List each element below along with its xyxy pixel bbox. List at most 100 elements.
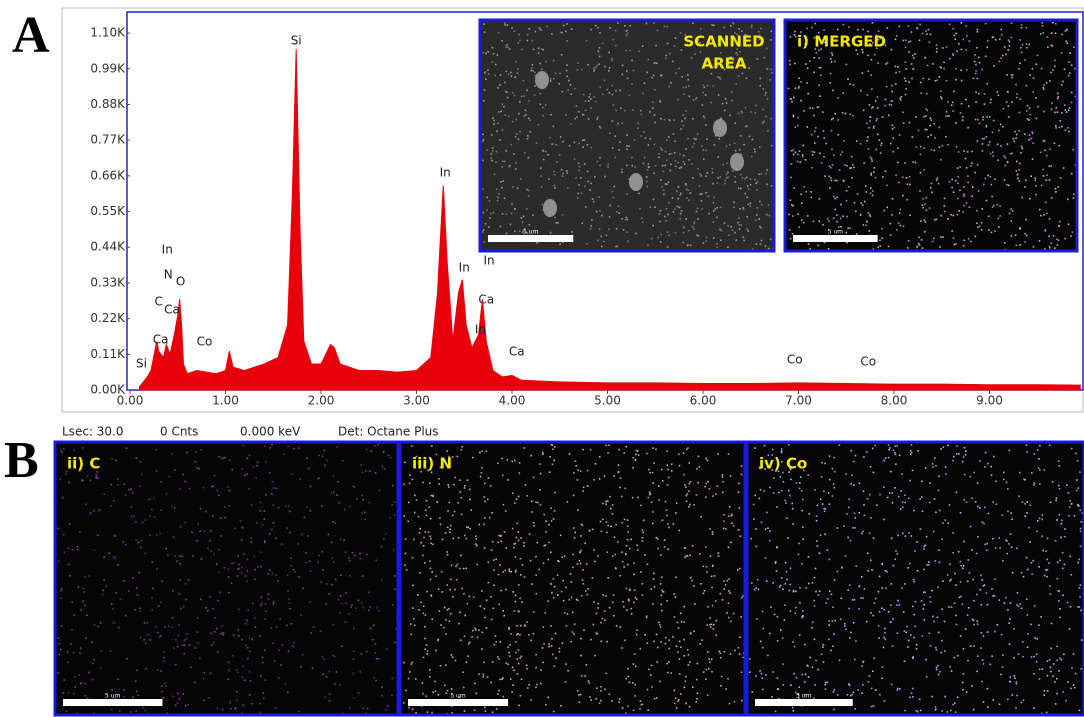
pixel-dot: [813, 221, 815, 223]
pixel-dot: [966, 69, 968, 71]
pixel-dot: [271, 444, 273, 446]
pixel-dot: [1035, 177, 1037, 179]
pixel-dot: [154, 497, 156, 499]
pixel-dot: [550, 114, 552, 116]
pixel-dot: [955, 68, 957, 70]
pixel-dot: [1036, 531, 1038, 533]
pixel-dot: [493, 559, 495, 561]
pixel-dot: [566, 625, 568, 627]
pixel-dot: [1063, 691, 1065, 693]
pixel-dot: [724, 27, 726, 29]
pixel-dot: [530, 640, 532, 642]
pixel-dot: [536, 242, 538, 244]
pixel-dot: [1059, 488, 1061, 490]
pixel-dot: [591, 183, 593, 185]
pixel-dot: [551, 444, 553, 446]
pixel-dot: [653, 578, 655, 580]
pixel-dot: [289, 532, 291, 534]
pixel-dot: [895, 83, 897, 85]
pixel-dot: [566, 64, 568, 66]
pixel-dot: [464, 615, 466, 617]
pixel-dot: [60, 590, 62, 592]
pixel-dot: [1016, 683, 1018, 685]
pixel-dot: [594, 561, 596, 563]
pixel-dot: [665, 183, 667, 185]
pixel-dot: [496, 189, 498, 191]
pixel-dot: [633, 663, 635, 665]
pixel-dot: [1002, 666, 1004, 668]
pixel-dot: [681, 49, 683, 51]
pixel-dot: [977, 623, 979, 625]
pixel-dot: [770, 239, 772, 241]
pixel-dot: [634, 695, 636, 697]
pixel-dot: [932, 463, 934, 465]
pixel-dot: [358, 692, 360, 694]
pixel-dot: [464, 485, 466, 487]
pixel-dot: [712, 183, 714, 185]
pixel-dot: [405, 538, 407, 540]
pixel-dot: [242, 468, 244, 470]
pixel-dot: [905, 47, 907, 49]
pixel-dot: [210, 633, 212, 635]
pixel-dot: [259, 635, 261, 637]
pixel-dot: [1036, 653, 1038, 655]
pixel-dot: [659, 100, 661, 102]
pixel-dot: [483, 100, 485, 102]
pixel-dot: [609, 27, 611, 29]
pixel-dot: [414, 495, 416, 497]
pixel-dot: [554, 665, 556, 667]
pixel-dot: [616, 228, 618, 230]
pixel-dot: [850, 632, 852, 634]
scale-bar: [488, 235, 573, 242]
pixel-dot: [152, 609, 154, 611]
pixel-dot: [686, 495, 688, 497]
pixel-dot: [615, 30, 617, 32]
pixel-dot: [515, 136, 517, 138]
pixel-dot: [442, 539, 444, 541]
pixel-dot: [543, 626, 545, 628]
pixel-dot: [353, 697, 355, 699]
pixel-dot: [475, 543, 477, 545]
pixel-dot: [626, 149, 628, 151]
pixel-dot: [286, 528, 288, 530]
pixel-dot: [696, 468, 698, 470]
pixel-dot: [334, 656, 336, 658]
pixel-dot: [673, 523, 675, 525]
pixel-dot: [623, 452, 625, 454]
pixel-dot: [765, 674, 767, 676]
pixel-dot: [719, 651, 721, 653]
pixel-dot: [288, 505, 290, 507]
pixel-dot: [217, 600, 219, 602]
pixel-dot: [578, 694, 580, 696]
pixel-dot: [132, 577, 134, 579]
pixel-dot: [677, 622, 679, 624]
pixel-dot: [832, 468, 834, 470]
pixel-dot: [117, 564, 119, 566]
pixel-dot: [648, 163, 650, 165]
pixel-dot: [862, 29, 864, 31]
pixel-dot: [526, 665, 528, 667]
pixel-dot: [712, 495, 714, 497]
peak-label: Si: [291, 34, 302, 48]
pixel-dot: [1069, 72, 1071, 74]
pixel-dot: [853, 622, 855, 624]
pixel-dot: [360, 558, 362, 560]
pixel-dot: [879, 494, 881, 496]
pixel-dot: [713, 197, 715, 199]
pixel-dot: [960, 512, 962, 514]
pixel-dot: [596, 613, 598, 615]
pixel-dot: [1007, 699, 1009, 701]
pixel-dot: [186, 633, 188, 635]
pixel-dot: [1001, 34, 1003, 36]
pixel-dot: [661, 610, 663, 612]
pixel-dot: [975, 92, 977, 94]
pixel-dot: [638, 193, 640, 195]
pixel-dot: [1025, 27, 1027, 29]
pixel-dot: [650, 674, 652, 676]
pixel-dot: [1050, 667, 1052, 669]
pixel-dot: [592, 198, 594, 200]
pixel-dot: [611, 58, 613, 60]
pixel-dot: [781, 448, 783, 450]
pixel-dot: [353, 659, 355, 661]
pixel-dot: [577, 197, 579, 199]
